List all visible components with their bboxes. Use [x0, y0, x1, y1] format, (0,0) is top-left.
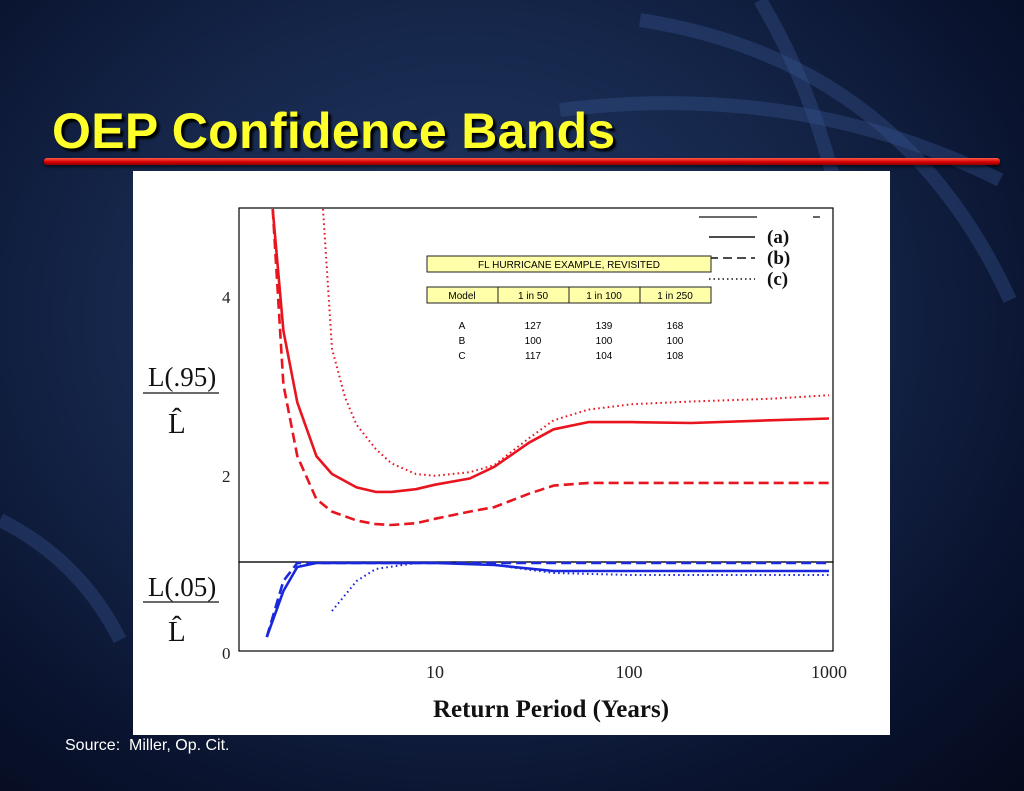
inset-cell-b-100: 100 [596, 336, 613, 347]
lower-series-b [265, 561, 829, 638]
inset-col-1in250: 1 in 250 [657, 291, 693, 302]
lower-ylabel-numerator: L(.05) [148, 572, 216, 602]
lower-plot-frame [238, 561, 834, 652]
inset-col-1in50: 1 in 50 [518, 291, 548, 302]
lower-ylabel-denominator: L̂ [168, 614, 186, 648]
inset-cell-c-100: 104 [596, 351, 613, 362]
inset-cell-b-model: B [459, 336, 466, 347]
upper-y-tick-2: 2 [222, 467, 231, 486]
inset-cell-b-50: 100 [525, 336, 542, 347]
chart-panel: 4 2 0 10 100 1000 Return Period (Years) … [133, 171, 890, 735]
upper-series-c [322, 208, 830, 477]
upper-series-a [271, 208, 830, 494]
lower-series-c [331, 562, 829, 612]
inset-table: FL HURRICANE EXAMPLE, REVISITED Model 1 … [426, 255, 712, 362]
inset-cell-b-250: 100 [667, 336, 684, 347]
x-tick-10: 10 [426, 662, 444, 682]
inset-table-title-box [426, 255, 712, 273]
inset-table-title: FL HURRICANE EXAMPLE, REVISITED [478, 260, 660, 271]
legend-label-c: (c) [767, 269, 788, 290]
upper-y-tick-4: 4 [222, 288, 231, 307]
inset-col-1in100: 1 in 100 [586, 291, 622, 302]
source-note: Source: Miller, Op. Cit. [65, 737, 230, 754]
lower-series-a [265, 561, 829, 638]
upper-ylabel-numerator: L(.95) [148, 362, 216, 392]
inset-col-model: Model [448, 291, 475, 302]
inset-cell-c-50: 117 [525, 351, 541, 362]
inset-cell-a-250: 168 [667, 321, 684, 332]
lower-series-group [265, 561, 829, 638]
inset-cell-c-250: 108 [667, 351, 684, 362]
legend-label-a: (a) [767, 227, 789, 248]
upper-series-b [271, 208, 829, 527]
oep-confidence-chart: 4 2 0 10 100 1000 Return Period (Years) … [143, 207, 847, 723]
upper-ylabel-denominator: L̂ [168, 406, 186, 440]
upper-series-group [271, 208, 830, 527]
legend-label-b: (b) [767, 248, 790, 269]
slide-title: OEP Confidence Bands [52, 103, 616, 159]
title-underline [44, 158, 1000, 165]
x-tick-1000: 1000 [811, 662, 847, 682]
x-axis-label: Return Period (Years) [433, 696, 669, 723]
inset-cell-a-model: A [459, 321, 466, 332]
inset-cell-a-100: 139 [596, 321, 613, 332]
inset-cell-c-model: C [458, 351, 465, 362]
inset-cell-a-50: 127 [525, 321, 542, 332]
lower-y-tick-0: 0 [222, 644, 231, 663]
x-tick-100: 100 [616, 662, 643, 682]
